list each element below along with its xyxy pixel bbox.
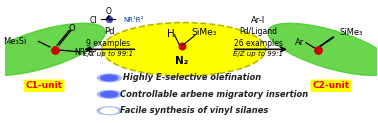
Text: Highly E-selective olefination: Highly E-selective olefination bbox=[121, 73, 262, 82]
Circle shape bbox=[102, 23, 266, 76]
Text: 26 examples: 26 examples bbox=[234, 39, 283, 48]
Circle shape bbox=[101, 75, 118, 81]
Text: Facile synthesis of vinyl silanes: Facile synthesis of vinyl silanes bbox=[121, 106, 269, 115]
Text: SiMe₃: SiMe₃ bbox=[339, 28, 363, 37]
Text: NR¹R²: NR¹R² bbox=[124, 17, 144, 23]
Point bbox=[52, 49, 58, 51]
Text: 9 examples: 9 examples bbox=[87, 39, 131, 48]
Text: SiMe₃: SiMe₃ bbox=[192, 28, 217, 37]
Text: H: H bbox=[167, 29, 175, 38]
Circle shape bbox=[101, 92, 118, 97]
Text: O: O bbox=[105, 7, 112, 16]
Text: Pd/Ligand: Pd/Ligand bbox=[239, 27, 277, 36]
Text: Ar-I: Ar-I bbox=[251, 16, 265, 25]
Circle shape bbox=[101, 108, 118, 114]
Text: Ar: Ar bbox=[294, 38, 304, 46]
Text: O: O bbox=[68, 24, 74, 33]
Circle shape bbox=[98, 107, 121, 115]
Text: Controllable arbene migratory insertion: Controllable arbene migratory insertion bbox=[121, 90, 309, 99]
Text: E/Z up to 99:1: E/Z up to 99:1 bbox=[233, 51, 283, 57]
Point bbox=[105, 18, 112, 20]
Text: Pd: Pd bbox=[104, 27, 115, 36]
Circle shape bbox=[98, 90, 121, 98]
Text: NR¹R²: NR¹R² bbox=[74, 48, 96, 57]
Ellipse shape bbox=[268, 23, 378, 75]
Ellipse shape bbox=[0, 23, 105, 75]
Point bbox=[179, 45, 185, 47]
Text: E/Z up to 99:1: E/Z up to 99:1 bbox=[84, 51, 133, 57]
Circle shape bbox=[98, 74, 121, 82]
Text: C2-unit: C2-unit bbox=[312, 81, 349, 90]
Text: Me₃Si: Me₃Si bbox=[3, 37, 26, 46]
Text: N₂: N₂ bbox=[175, 56, 189, 67]
Text: Cl: Cl bbox=[90, 16, 98, 25]
Point bbox=[315, 49, 321, 51]
Text: C1-unit: C1-unit bbox=[26, 81, 63, 90]
